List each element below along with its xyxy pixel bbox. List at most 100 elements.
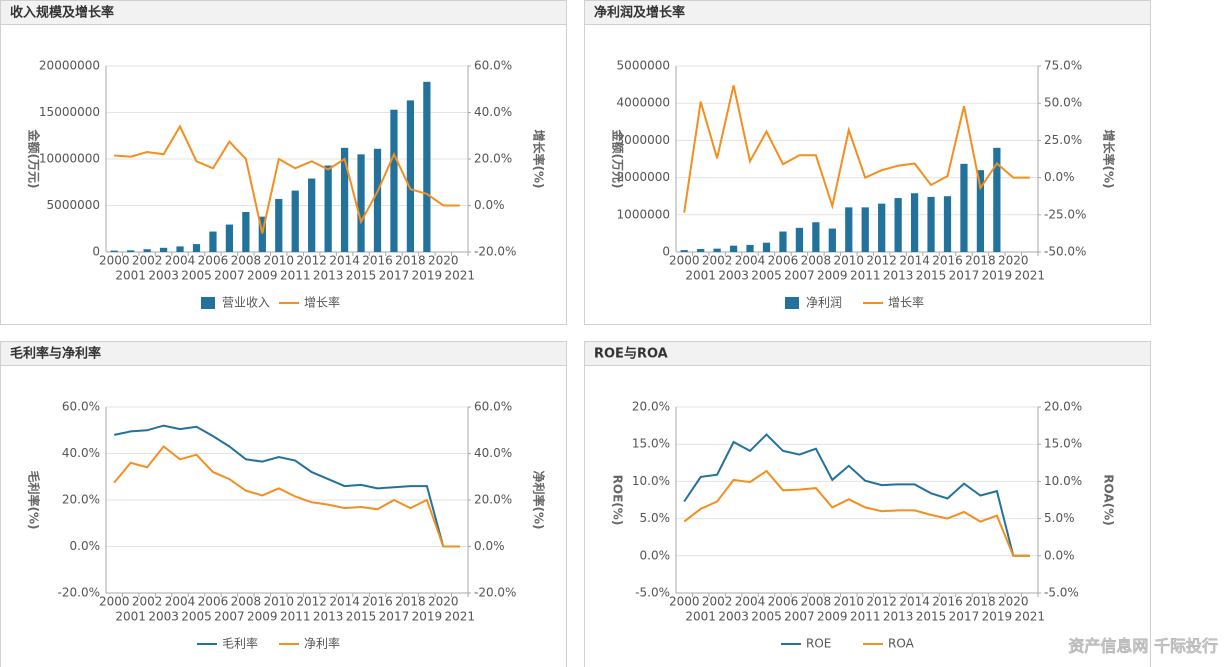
x-tick-label: 2012 — [296, 254, 327, 268]
bar — [878, 203, 886, 252]
x-tick-label: 2003 — [148, 269, 179, 283]
bar — [993, 147, 1001, 252]
x-tick-label: 2011 — [280, 610, 311, 624]
bar — [845, 207, 853, 252]
chart-panel: 净利润及增长率 0 1000000 2000000 3000000 4000000 5000… — [584, 0, 1151, 325]
x-tick-label: 2014 — [899, 595, 930, 609]
x-tick-label: 2002 — [702, 595, 733, 609]
x-tick-label: 2013 — [313, 610, 344, 624]
legend-label: ROA — [888, 637, 915, 651]
bar — [275, 198, 283, 252]
x-tick-label: 2018 — [965, 595, 996, 609]
x-tick-label: 2014 — [899, 254, 930, 268]
panel-title: 净利润及增长率 — [594, 5, 685, 21]
x-tick-label: 2016 — [932, 254, 963, 268]
x-tick-label: 2010 — [833, 254, 864, 268]
x-tick-label: 2021 — [444, 269, 475, 283]
bar — [423, 81, 431, 252]
bar — [976, 170, 985, 252]
legend-label: 净利率 — [304, 636, 340, 651]
x-tick-label: 2009 — [247, 269, 278, 283]
legend-label: ROE — [806, 637, 831, 651]
y2-tick-label: 60.0% — [474, 59, 512, 73]
y-tick-label: 2000000 — [617, 170, 670, 184]
x-tick-label: 2005 — [181, 610, 212, 624]
y2-tick-label: 10.0% — [1044, 474, 1082, 488]
bar — [357, 154, 365, 252]
bar — [143, 249, 151, 252]
x-tick-label: 2009 — [817, 610, 848, 624]
x-tick-label: 2001 — [115, 610, 146, 624]
x-tick-label: 2010 — [263, 254, 294, 268]
bar — [110, 250, 118, 252]
legend-swatch — [785, 297, 799, 309]
x-tick-label: 2004 — [735, 254, 766, 268]
y2-tick-label: 40.0% — [474, 446, 512, 460]
x-tick-label: 2005 — [751, 269, 782, 283]
x-tick-label: 2011 — [280, 269, 311, 283]
y-tick-label: 40.0% — [62, 446, 100, 460]
y-tick-label: 0 — [92, 245, 100, 259]
bar — [779, 231, 787, 252]
x-tick-label: 2006 — [768, 595, 799, 609]
line — [683, 85, 1030, 213]
panel-frame — [584, 0, 1151, 325]
x-tick-label: 2016 — [932, 595, 963, 609]
x-tick-label: 2015 — [346, 610, 377, 624]
bar — [680, 250, 688, 252]
x-tick-label: 2019 — [982, 610, 1013, 624]
x-tick-label: 2011 — [850, 610, 881, 624]
legend-swatch — [201, 297, 215, 309]
x-tick-label: 2000 — [99, 595, 130, 609]
y2-tick-label: -20.0% — [474, 586, 516, 600]
bar — [127, 250, 135, 252]
bar — [209, 231, 217, 252]
y-tick-label: -5.0% — [635, 586, 670, 600]
y2-axis-title: 增长率(%) — [532, 130, 547, 189]
x-tick-label: 2006 — [768, 254, 799, 268]
y-axis-title: ROE(%) — [611, 475, 625, 526]
y-tick-label: 5000000 — [47, 198, 100, 212]
bar — [729, 245, 738, 252]
x-tick-label: 2008 — [801, 254, 832, 268]
x-tick-label: 2005 — [181, 269, 212, 283]
x-tick-label: 2003 — [718, 610, 749, 624]
bar — [828, 228, 836, 252]
bar — [340, 147, 349, 252]
panel-title: ROE与ROA — [594, 347, 668, 362]
y2-tick-label: 75.0% — [1044, 59, 1082, 73]
bar — [960, 163, 968, 252]
bar — [159, 247, 168, 252]
x-tick-label: 2001 — [685, 610, 716, 624]
y2-tick-label: -5.0% — [1044, 586, 1079, 600]
line — [113, 424, 460, 548]
bar — [812, 222, 820, 252]
x-tick-label: 2008 — [801, 595, 832, 609]
panel-frame — [584, 341, 1151, 667]
x-tick-label: 2017 — [949, 610, 980, 624]
x-tick-label: 2009 — [817, 269, 848, 283]
y-tick-label: 1000000 — [617, 207, 670, 221]
x-tick-label: 2004 — [165, 254, 196, 268]
x-tick-label: 2016 — [362, 595, 393, 609]
panel-header — [0, 341, 567, 366]
x-tick-label: 2019 — [982, 269, 1013, 283]
y-axis-title: 金额(万元) — [611, 129, 626, 189]
y2-tick-label: -20.0% — [474, 245, 516, 259]
y-tick-label: 0 — [662, 245, 670, 259]
x-tick-label: 2017 — [379, 610, 410, 624]
panel-header — [0, 0, 567, 25]
panel-title: 收入规模及增长率 — [10, 5, 114, 21]
x-tick-label: 2020 — [428, 595, 459, 609]
watermark: 资产信息网 千际投行 — [1068, 637, 1218, 656]
y-tick-label: 20000000 — [39, 59, 100, 73]
y-tick-label: 10.0% — [632, 474, 670, 488]
x-tick-label: 2002 — [132, 595, 163, 609]
x-tick-label: 2015 — [916, 269, 947, 283]
bar — [943, 196, 952, 252]
y2-tick-label: 50.0% — [1044, 96, 1082, 110]
x-tick-label: 2021 — [444, 610, 475, 624]
y2-tick-label: 40.0% — [474, 105, 512, 119]
x-tick-label: 2018 — [965, 254, 996, 268]
